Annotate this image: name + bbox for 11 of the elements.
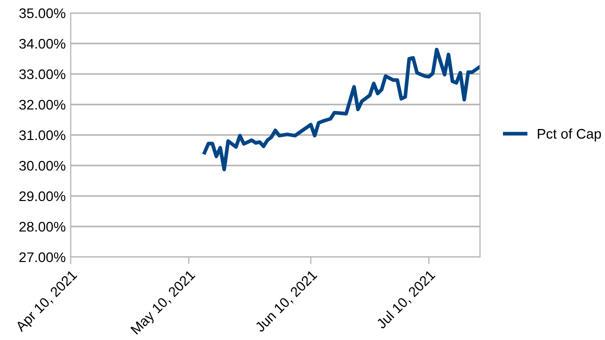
y-tick-label: 27.00% xyxy=(19,252,66,262)
line-series xyxy=(202,48,480,172)
y-tick-label: 35.00% xyxy=(19,8,66,18)
y-tick-label: 33.00% xyxy=(19,69,66,80)
y-tick-label: 31.00% xyxy=(19,130,66,140)
y-tick-label: 34.00% xyxy=(19,38,66,49)
y-tick-label: 32.00% xyxy=(19,100,66,110)
y-tick-label: 29.00% xyxy=(19,191,66,202)
y-tick-label: 30.00% xyxy=(19,160,66,171)
y-tick-label: 28.00% xyxy=(19,222,66,232)
legend-label: Pct of Cap xyxy=(538,128,601,142)
